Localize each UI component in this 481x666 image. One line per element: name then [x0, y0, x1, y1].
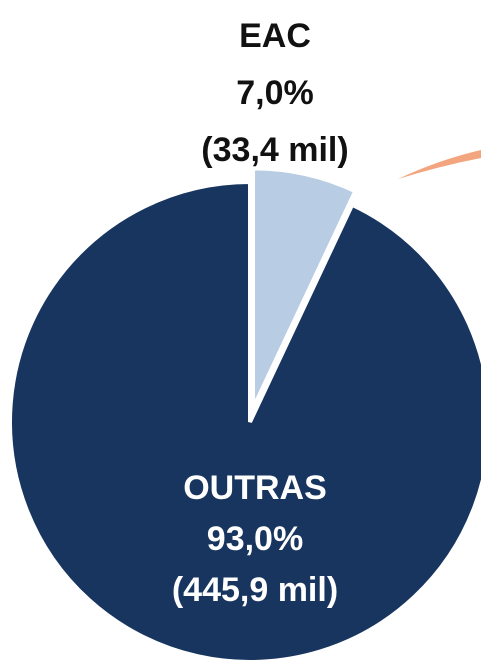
pie-slice: [251, 166, 358, 410]
slice-percent: 7,0%: [236, 74, 314, 112]
slice-percent: 93,0%: [207, 520, 303, 558]
slice-amount: (33,4 mil): [201, 131, 348, 169]
decorative-arc: [398, 150, 481, 179]
slice-label: EAC: [239, 17, 311, 55]
pie-slice: [8, 179, 481, 664]
slice-amount: (445,9 mil): [172, 571, 338, 609]
slice-label: OUTRAS: [183, 469, 327, 507]
